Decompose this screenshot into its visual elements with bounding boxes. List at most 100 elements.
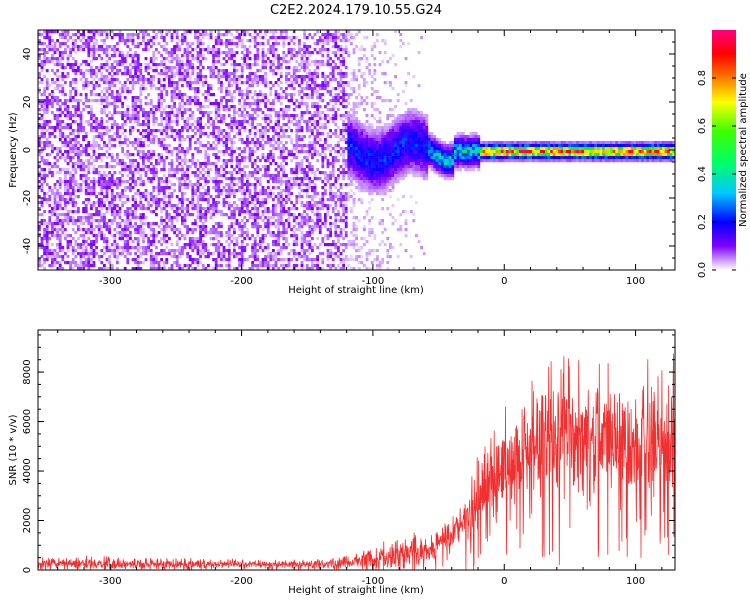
heatmap-cell	[129, 177, 132, 181]
heatmap-cell	[77, 135, 80, 139]
heatmap-cell	[136, 255, 140, 259]
heatmap-cell	[118, 180, 122, 184]
heatmap-cell	[105, 144, 109, 148]
heatmap-cell	[131, 111, 135, 115]
heatmap-cell	[329, 150, 332, 154]
heatmap-cell	[285, 162, 288, 166]
heatmap-cell	[38, 30, 41, 34]
heatmap-cell	[209, 252, 213, 256]
heatmap-cell	[58, 261, 62, 265]
heatmap-cell	[243, 105, 247, 109]
heatmap-cell	[181, 222, 184, 226]
heatmap-cell	[110, 90, 114, 94]
heatmap-cell	[84, 120, 88, 124]
heatmap-cell	[199, 228, 202, 232]
heatmap-cell	[246, 135, 249, 139]
heatmap-cell	[230, 72, 234, 76]
heatmap-cell	[178, 189, 182, 193]
heatmap-cell	[51, 174, 54, 178]
heatmap-cell	[82, 48, 85, 52]
heatmap-cell	[173, 138, 176, 142]
heatmap-cell	[298, 135, 301, 139]
heatmap-cell	[292, 249, 296, 253]
heatmap-cell	[142, 237, 145, 241]
heatmap-cell	[230, 63, 234, 67]
heatmap-cell	[225, 123, 228, 127]
heatmap-cell	[266, 186, 270, 190]
heatmap-cell	[113, 51, 117, 55]
heatmap-cell	[183, 162, 187, 166]
heatmap-cell	[160, 141, 163, 145]
heatmap-cell	[110, 45, 114, 49]
heatmap-cell	[121, 123, 124, 127]
heatmap-cell	[175, 249, 179, 253]
heatmap-cell	[308, 231, 312, 235]
heatmap-cell	[113, 237, 117, 241]
heatmap-cell	[188, 126, 192, 130]
heatmap-cell	[217, 87, 221, 91]
heatmap-cell	[121, 117, 124, 121]
heatmap-cell	[196, 201, 200, 205]
heatmap-cell	[207, 201, 210, 205]
heatmap-cell	[40, 93, 44, 97]
heatmap-cell	[116, 267, 119, 270]
heatmap-cell	[272, 147, 275, 151]
heatmap-cell	[303, 252, 306, 256]
heatmap-cell	[269, 162, 273, 166]
heatmap-cell	[188, 66, 192, 70]
heatmap-cell	[225, 150, 228, 154]
heatmap-cell	[217, 57, 221, 61]
heatmap-cell	[186, 66, 189, 70]
heatmap-cell	[79, 261, 83, 265]
heatmap-cell	[38, 264, 41, 268]
heatmap-cell	[311, 261, 314, 265]
heatmap-cell	[253, 30, 257, 34]
heatmap-cell	[157, 231, 161, 235]
heatmap-cell	[240, 138, 244, 142]
heatmap-cell	[186, 204, 189, 208]
heatmap-cell	[147, 39, 150, 43]
heatmap-cell	[168, 54, 171, 58]
heatmap-cell	[74, 219, 78, 223]
heatmap-cell	[69, 183, 72, 187]
heatmap-cell	[209, 51, 213, 55]
heatmap-cell	[246, 183, 249, 187]
heatmap-cell	[69, 201, 72, 205]
heatmap-cell	[84, 96, 88, 100]
heatmap-cell	[251, 165, 254, 169]
heatmap-cell	[303, 135, 306, 139]
heatmap-cell	[196, 237, 200, 241]
heatmap-cell	[238, 246, 241, 250]
heatmap-cell	[292, 204, 296, 208]
heatmap-cell	[43, 135, 46, 139]
heatmap-cell	[209, 216, 213, 220]
heatmap-cell	[235, 132, 239, 136]
heatmap-cell	[82, 72, 85, 76]
heatmap-cell	[97, 231, 101, 235]
heatmap-cell	[53, 63, 57, 67]
heatmap-cell	[113, 33, 117, 37]
heatmap-cell	[220, 120, 223, 124]
heatmap-cell	[269, 63, 273, 67]
heatmap-cell	[295, 36, 299, 40]
heatmap-cell	[129, 81, 132, 85]
heatmap-cell	[318, 63, 322, 67]
heatmap-cell	[103, 204, 106, 208]
heatmap-cell	[305, 144, 309, 148]
heatmap-cell	[126, 207, 130, 211]
heatmap-cell	[209, 84, 213, 88]
heatmap-cell	[186, 75, 189, 79]
heatmap-cell	[316, 258, 319, 262]
heatmap-cell	[290, 228, 293, 232]
heatmap-cell	[300, 201, 304, 205]
heatmap-cell	[92, 78, 96, 82]
heatmap-cell	[253, 72, 257, 76]
heatmap-cell	[131, 180, 135, 184]
heatmap-cell	[277, 237, 280, 241]
heatmap-cell	[212, 243, 215, 247]
heatmap-cell	[274, 213, 278, 217]
heatmap-cell	[287, 84, 291, 88]
heatmap-cell	[84, 132, 88, 136]
heatmap-cell	[87, 213, 91, 217]
heatmap-cell	[324, 126, 327, 130]
